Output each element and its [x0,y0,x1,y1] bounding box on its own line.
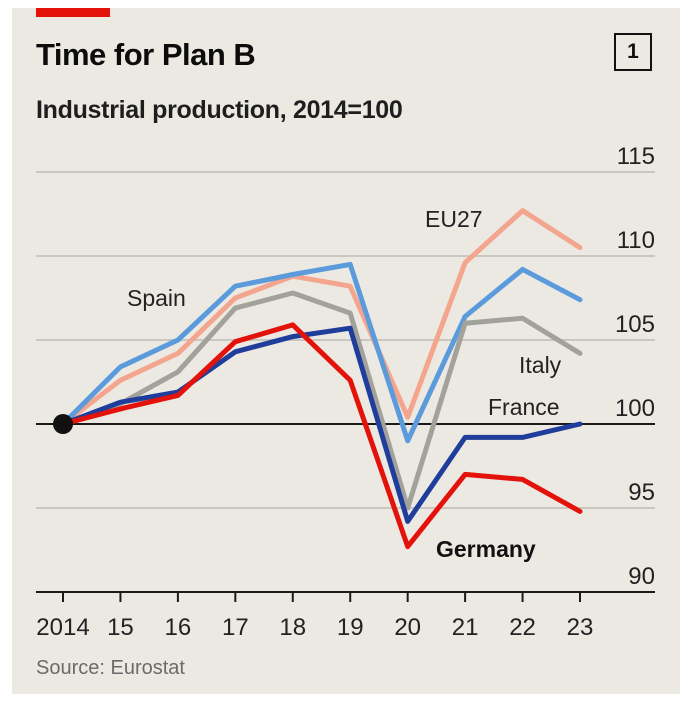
x-tick-label: 23 [567,614,594,641]
chart-subtitle: Industrial production, 2014=100 [36,96,403,124]
y-tick-label: 100 [615,395,655,422]
y-tick-label: 115 [617,143,655,170]
series-lines [60,208,583,550]
series-line-germany [60,322,583,550]
source-note: Source: Eurostat [36,657,185,679]
series-label-germany: Germany [436,536,536,562]
origin-dot [53,414,73,434]
series-label-eu27: EU27 [425,206,483,232]
y-tick-label: 110 [617,227,655,254]
y-tick-label: 95 [628,479,655,506]
x-tick-label: 20 [394,614,421,641]
x-tick-label: 22 [509,614,536,641]
x-tick-label: 17 [222,614,249,641]
y-tick-label: 105 [615,311,655,338]
series-label-france: France [488,394,560,420]
chart-number-badge: 1 [614,33,652,71]
brand-red-tag [36,8,110,17]
x-tick-label: 2014 [36,614,89,641]
x-tick-labels: 2014 15 16 17 18 19 20 21 22 23 [36,592,593,641]
x-tick-label: 18 [279,614,306,641]
chart-panel [12,8,680,694]
series-line-france [60,325,583,524]
origin-marker [53,414,73,434]
chart-title: Time for Plan B [36,37,256,72]
series-line-eu27 [60,208,583,427]
series-labels: EU27 Spain Italy France Germany [127,206,562,562]
x-tick-label: 15 [107,614,134,641]
y-tick-labels: 90 95 100 105 110 115 [615,143,655,590]
series-label-italy: Italy [519,352,562,378]
x-tick-label: 21 [452,614,479,641]
grid-lines [36,171,655,593]
x-tick-label: 16 [165,614,192,641]
series-line-italy [60,290,583,511]
series-label-spain: Spain [127,285,186,311]
y-tick-label: 90 [628,563,655,590]
series-line-spain [60,261,583,444]
x-tick-label: 19 [337,614,364,641]
